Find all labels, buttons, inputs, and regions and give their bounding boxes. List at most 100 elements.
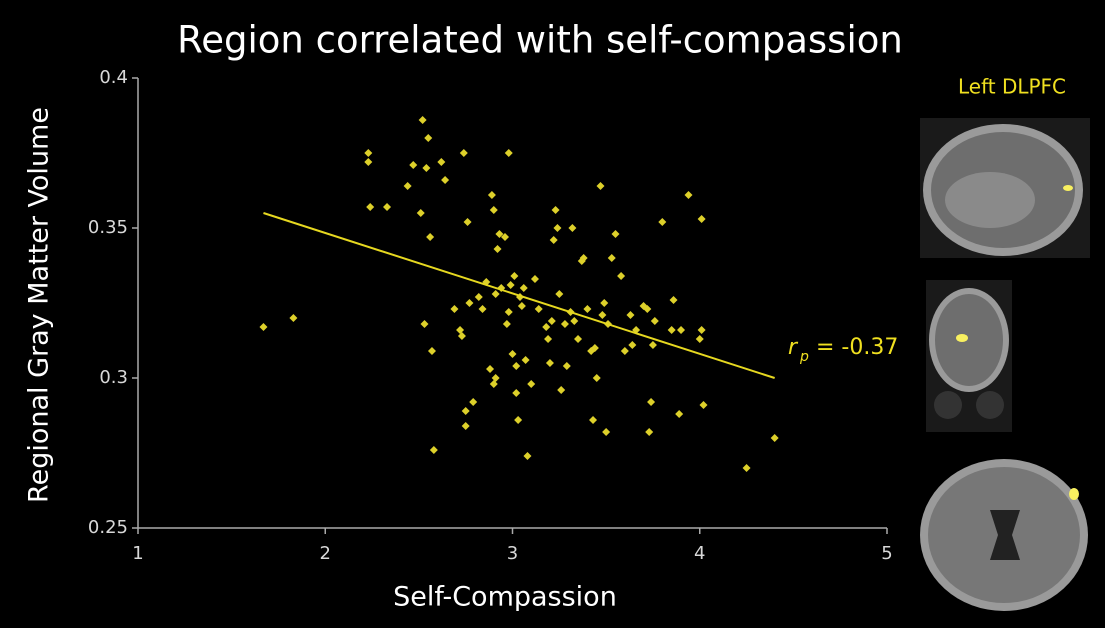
point: [771, 434, 779, 442]
point: [574, 335, 582, 343]
point: [670, 296, 678, 304]
point: [486, 365, 494, 373]
point: [675, 410, 683, 418]
point: [645, 428, 653, 436]
x-tick-label: 4: [694, 543, 705, 564]
x-tick-label: 5: [881, 543, 892, 564]
point: [552, 206, 560, 214]
point: [626, 311, 634, 319]
point: [479, 305, 487, 313]
point: [698, 215, 706, 223]
brain-sagittal: [920, 118, 1090, 258]
point: [570, 317, 578, 325]
point: [475, 293, 483, 301]
point: [589, 416, 597, 424]
point: [490, 380, 498, 388]
point: [450, 305, 458, 313]
point: [555, 290, 563, 298]
point: [651, 317, 659, 325]
point: [422, 164, 430, 172]
point: [428, 347, 436, 355]
point: [289, 314, 297, 322]
point: [492, 374, 500, 382]
point: [677, 326, 685, 334]
point: [492, 290, 500, 298]
point: [426, 233, 434, 241]
point: [503, 320, 511, 328]
point: [494, 245, 502, 253]
point: [598, 311, 606, 319]
point: [600, 299, 608, 307]
point: [419, 116, 427, 124]
point: [621, 347, 629, 355]
point: [460, 149, 468, 157]
point: [518, 302, 526, 310]
y-tick-label: 0.25: [88, 517, 128, 538]
point: [364, 149, 372, 157]
point: [510, 272, 518, 280]
point: [546, 359, 554, 367]
point: [608, 254, 616, 262]
point: [542, 323, 550, 331]
y-tick-label: 0.4: [99, 67, 128, 88]
point: [593, 374, 601, 382]
point: [611, 230, 619, 238]
x-tick-label: 1: [132, 543, 143, 564]
annotation-text: = -0.37: [816, 335, 898, 360]
y-axis-label: Regional Gray Matter Volume: [24, 107, 55, 503]
point: [696, 335, 704, 343]
y-tick-label: 0.35: [88, 217, 128, 238]
point: [743, 464, 751, 472]
point: [437, 158, 445, 166]
point: [649, 341, 657, 349]
brain-coronal: [926, 280, 1012, 432]
point: [550, 236, 558, 244]
point: [527, 380, 535, 388]
point: [685, 191, 693, 199]
point: [462, 422, 470, 430]
point: [456, 326, 464, 334]
point: [544, 335, 552, 343]
point: [557, 386, 565, 394]
point: [602, 428, 610, 436]
point: [668, 326, 676, 334]
point: [488, 191, 496, 199]
fit-line: [263, 213, 774, 378]
point: [462, 407, 470, 415]
point: [366, 203, 374, 211]
x-tick-label: 3: [507, 543, 518, 564]
x-tick-label: 2: [320, 543, 331, 564]
point: [424, 134, 432, 142]
point: [698, 326, 706, 334]
point: [535, 305, 543, 313]
point: [531, 275, 539, 283]
point: [514, 416, 522, 424]
point: [522, 356, 530, 364]
point: [441, 176, 449, 184]
point: [563, 362, 571, 370]
point: [658, 218, 666, 226]
point: [523, 452, 531, 460]
y-tick-label: 0.3: [99, 367, 128, 388]
chart: Region correlated with self-compassion S…: [0, 0, 1105, 628]
chart-title: Region correlated with self-compassion: [177, 19, 903, 62]
point: [507, 281, 515, 289]
point: [561, 320, 569, 328]
point: [583, 305, 591, 313]
point: [505, 308, 513, 316]
point: [509, 350, 517, 358]
point: [383, 203, 391, 211]
point: [458, 332, 466, 340]
point: [490, 206, 498, 214]
x-axis-label: Self-Compassion: [393, 582, 617, 613]
region-label: Left DLPFC: [958, 75, 1066, 99]
point: [404, 182, 412, 190]
point: [512, 389, 520, 397]
point: [699, 401, 707, 409]
point: [469, 398, 477, 406]
point: [364, 158, 372, 166]
point: [409, 161, 417, 169]
point: [597, 182, 605, 190]
point: [617, 272, 625, 280]
point: [548, 317, 556, 325]
